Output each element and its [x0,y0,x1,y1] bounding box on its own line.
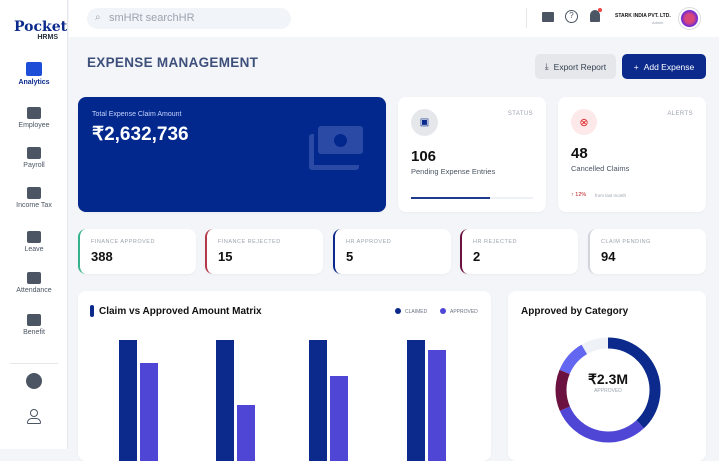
legend-claimed-dot [395,308,401,314]
clipboard-icon: ▣ [411,109,438,136]
stat-value: 15 [218,249,233,264]
sidebar-item-payroll[interactable]: Payroll [0,147,68,169]
stat-label: FINANCE APPROVED [91,239,155,245]
legend-approved-dot [440,308,446,314]
status-progress [411,197,533,199]
user-icon[interactable] [27,409,41,425]
status-card: ▣ STATUS 106 Pending Expense Entries [398,97,546,212]
help-icon[interactable]: ? [565,10,578,23]
chart-title: Claim vs Approved Amount Matrix [99,306,262,317]
stat-value: 388 [91,249,113,264]
gear-icon[interactable] [26,373,42,389]
sidebar-item-analytics[interactable]: Analytics [0,62,68,86]
donut-slice-4[interactable] [559,344,588,375]
stat-card-hr-approved: HR APPROVED 5 [333,229,451,274]
donut-center-value: ₹2.3M [587,371,629,387]
approved-bar-1[interactable] [140,363,158,461]
company-name: STARK INDIA PVT. LTD. [615,13,671,19]
claimed-bar-3[interactable] [309,340,327,461]
sidebar: Pocket HRMS Analytics Employee Payroll Inco… [0,0,68,449]
page-title: EXPENSE MANAGEMENT [87,55,259,70]
sidebar-item-leave[interactable]: Leave [0,231,68,253]
stat-card-hr-rejected: HR REJECTED 2 [460,229,578,274]
category-donut [555,337,661,443]
stat-label: FINANCE REJECTED [218,239,281,245]
title-accent [90,305,94,317]
bell-icon[interactable] [590,8,602,22]
claim-vs-approved-chart: Claim vs Approved Amount Matrix CLAIMED … [78,291,491,461]
donut-slice-3[interactable] [555,369,571,411]
claimed-bar-4[interactable] [407,340,425,461]
chart-title: Approved by Category [521,306,629,317]
export-report-button[interactable]: ⤓ Export Report [535,54,616,79]
alerts-card: ⊗ ALERTS 48 Cancelled Claims ↑ 12% from … [558,97,706,212]
people-icon [27,107,41,119]
stat-label: CLAIM PENDING [601,239,651,245]
total-claim-card: Total Expense Claim Amount ₹2,632,736 [78,97,386,212]
stat-value: 2 [473,249,481,264]
donut-slice-5[interactable] [581,337,609,355]
download-icon: ⤓ [544,61,549,71]
stat-card-finance-rejected: FINANCE REJECTED 15 [205,229,323,274]
stat-card-finance-approved: FINANCE APPROVED 388 [78,229,196,274]
search-input[interactable]: ⌕ smHRt searchHR [87,8,291,29]
logo[interactable]: Pocket HRMS [14,19,68,41]
stat-value: 94 [601,249,616,264]
sidebar-item-benefit[interactable]: Benefit [0,314,68,336]
search-icon: ⌕ [95,12,101,23]
divider [10,363,58,364]
total-claim-value: ₹2,632,736 [92,124,189,145]
sidebar-item-employee[interactable]: Employee [0,107,68,129]
stat-value: 5 [346,249,354,264]
wallet-icon [27,147,41,159]
divider [526,8,527,28]
legend-approved: APPROVED [450,309,478,315]
store-icon[interactable] [542,12,554,22]
approved-bar-4[interactable] [428,350,446,461]
donut-slice-1[interactable] [607,337,661,429]
fingerprint-icon [27,272,41,284]
approved-bar-3[interactable] [330,376,348,461]
approved-bar-2[interactable] [237,405,255,461]
sidebar-item-attendance[interactable]: Attendance [0,272,68,294]
money-icon [309,126,363,170]
chart-icon [26,62,42,76]
claimed-bar-1[interactable] [119,340,137,461]
stat-label: HR APPROVED [346,239,392,245]
sidebar-item-income-tax[interactable]: Income Tax [0,187,68,209]
plus-icon: + [633,61,639,72]
cancel-circle-icon: ⊗ [571,109,597,135]
calendar-x-icon [27,231,41,243]
donut-slice-2[interactable] [559,406,644,443]
approved-by-category-card: Approved by Category ₹2.3M APPROVED [508,291,706,461]
claimed-bar-2[interactable] [216,340,234,461]
gift-icon [27,314,41,326]
company-avatar[interactable] [678,7,701,30]
legend-claimed: CLAIMED [405,309,428,315]
stat-label: HR REJECTED [473,239,518,245]
add-expense-button[interactable]: + Add Expense [622,54,706,79]
bank-icon [27,187,41,199]
stat-card-claim-pending: CLAIM PENDING 94 [588,229,706,274]
